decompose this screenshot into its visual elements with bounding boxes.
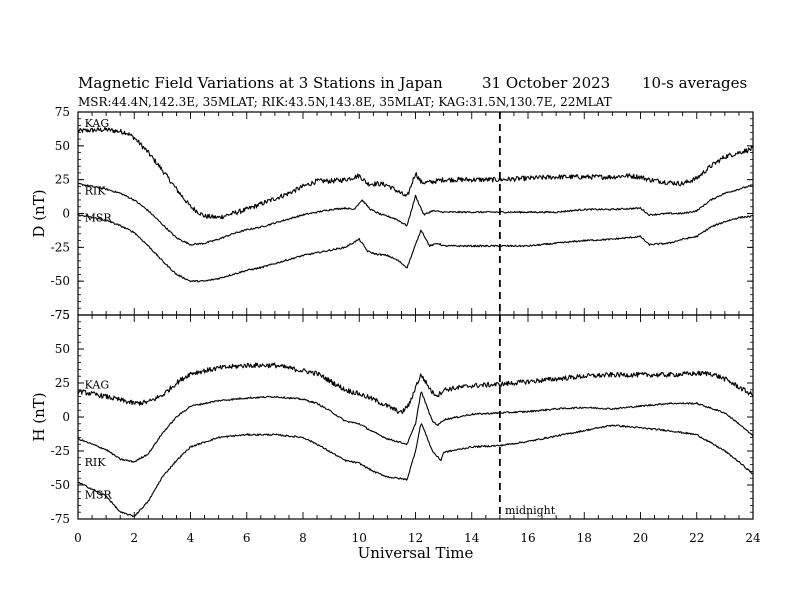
y-tick-label: 0 <box>62 207 70 221</box>
y-tick-label: -50 <box>51 478 70 492</box>
panel-d: 75 50 25 0 -25 -50 -75 D (nT) KAG RIK MSR <box>30 105 754 322</box>
chart-title: Magnetic Field Variations at 3 Stations … <box>78 74 443 92</box>
y-tick-label: -25 <box>51 444 70 458</box>
y-tick-label: -75 <box>51 308 70 322</box>
y-tick-label: 75 <box>55 105 70 119</box>
x-tick-label: 16 <box>520 531 535 545</box>
bottom-series-msr <box>77 423 754 518</box>
x-tick-label: 20 <box>633 531 648 545</box>
y-tick-label: 25 <box>55 376 70 390</box>
top-series-rik <box>77 182 754 246</box>
x-tick-label: 18 <box>577 531 592 545</box>
bottom-y-axis-label: H (nT) <box>30 392 48 441</box>
x-tick-label: 2 <box>130 531 138 545</box>
chart-date: 31 October 2023 <box>482 74 610 92</box>
y-tick-label: -50 <box>51 274 70 288</box>
x-axis-label: Universal Time <box>358 544 474 562</box>
midnight-annotation: midnight <box>505 504 556 517</box>
x-tick-label: 10 <box>352 531 367 545</box>
top-plot-frame <box>77 111 754 316</box>
x-tick-label: 24 <box>745 531 761 545</box>
chart-subtitle: MSR:44.4N,142.3E, 35MLAT; RIK:43.5N,143.… <box>78 95 612 109</box>
bottom-series-label-msr: MSR <box>85 489 113 502</box>
top-series-label-rik: RIK <box>85 185 107 198</box>
chart-averaging: 10-s averages <box>642 74 747 92</box>
top-series-label-kag: KAG <box>85 117 110 130</box>
bottom-series-rik <box>77 391 754 463</box>
x-tick-label: 8 <box>299 531 307 545</box>
x-tick-label: 0 <box>74 531 82 545</box>
y-tick-label: 25 <box>55 173 70 187</box>
top-series-msr <box>77 213 754 283</box>
y-tick-label: 75 <box>55 308 70 322</box>
top-y-axis-label: D (nT) <box>30 189 48 237</box>
bottom-series-label-rik: RIK <box>85 456 107 469</box>
top-series-kag <box>77 126 754 220</box>
y-tick-label: 50 <box>55 342 70 356</box>
x-tick-label: 22 <box>689 531 704 545</box>
x-tick-label: 12 <box>408 531 423 545</box>
y-tick-label: 50 <box>55 139 70 153</box>
y-tick-label: -75 <box>51 512 70 526</box>
y-tick-label: -25 <box>51 240 70 254</box>
x-tick-label: 14 <box>464 531 480 545</box>
top-series-label-msr: MSR <box>85 212 113 225</box>
bottom-series-kag <box>77 362 754 414</box>
bottom-series-label-kag: KAG <box>85 378 110 391</box>
bottom-plot-frame <box>77 314 754 520</box>
y-tick-label: 0 <box>62 410 70 424</box>
x-tick-label: 6 <box>243 531 251 545</box>
x-tick-label: 4 <box>187 531 195 545</box>
